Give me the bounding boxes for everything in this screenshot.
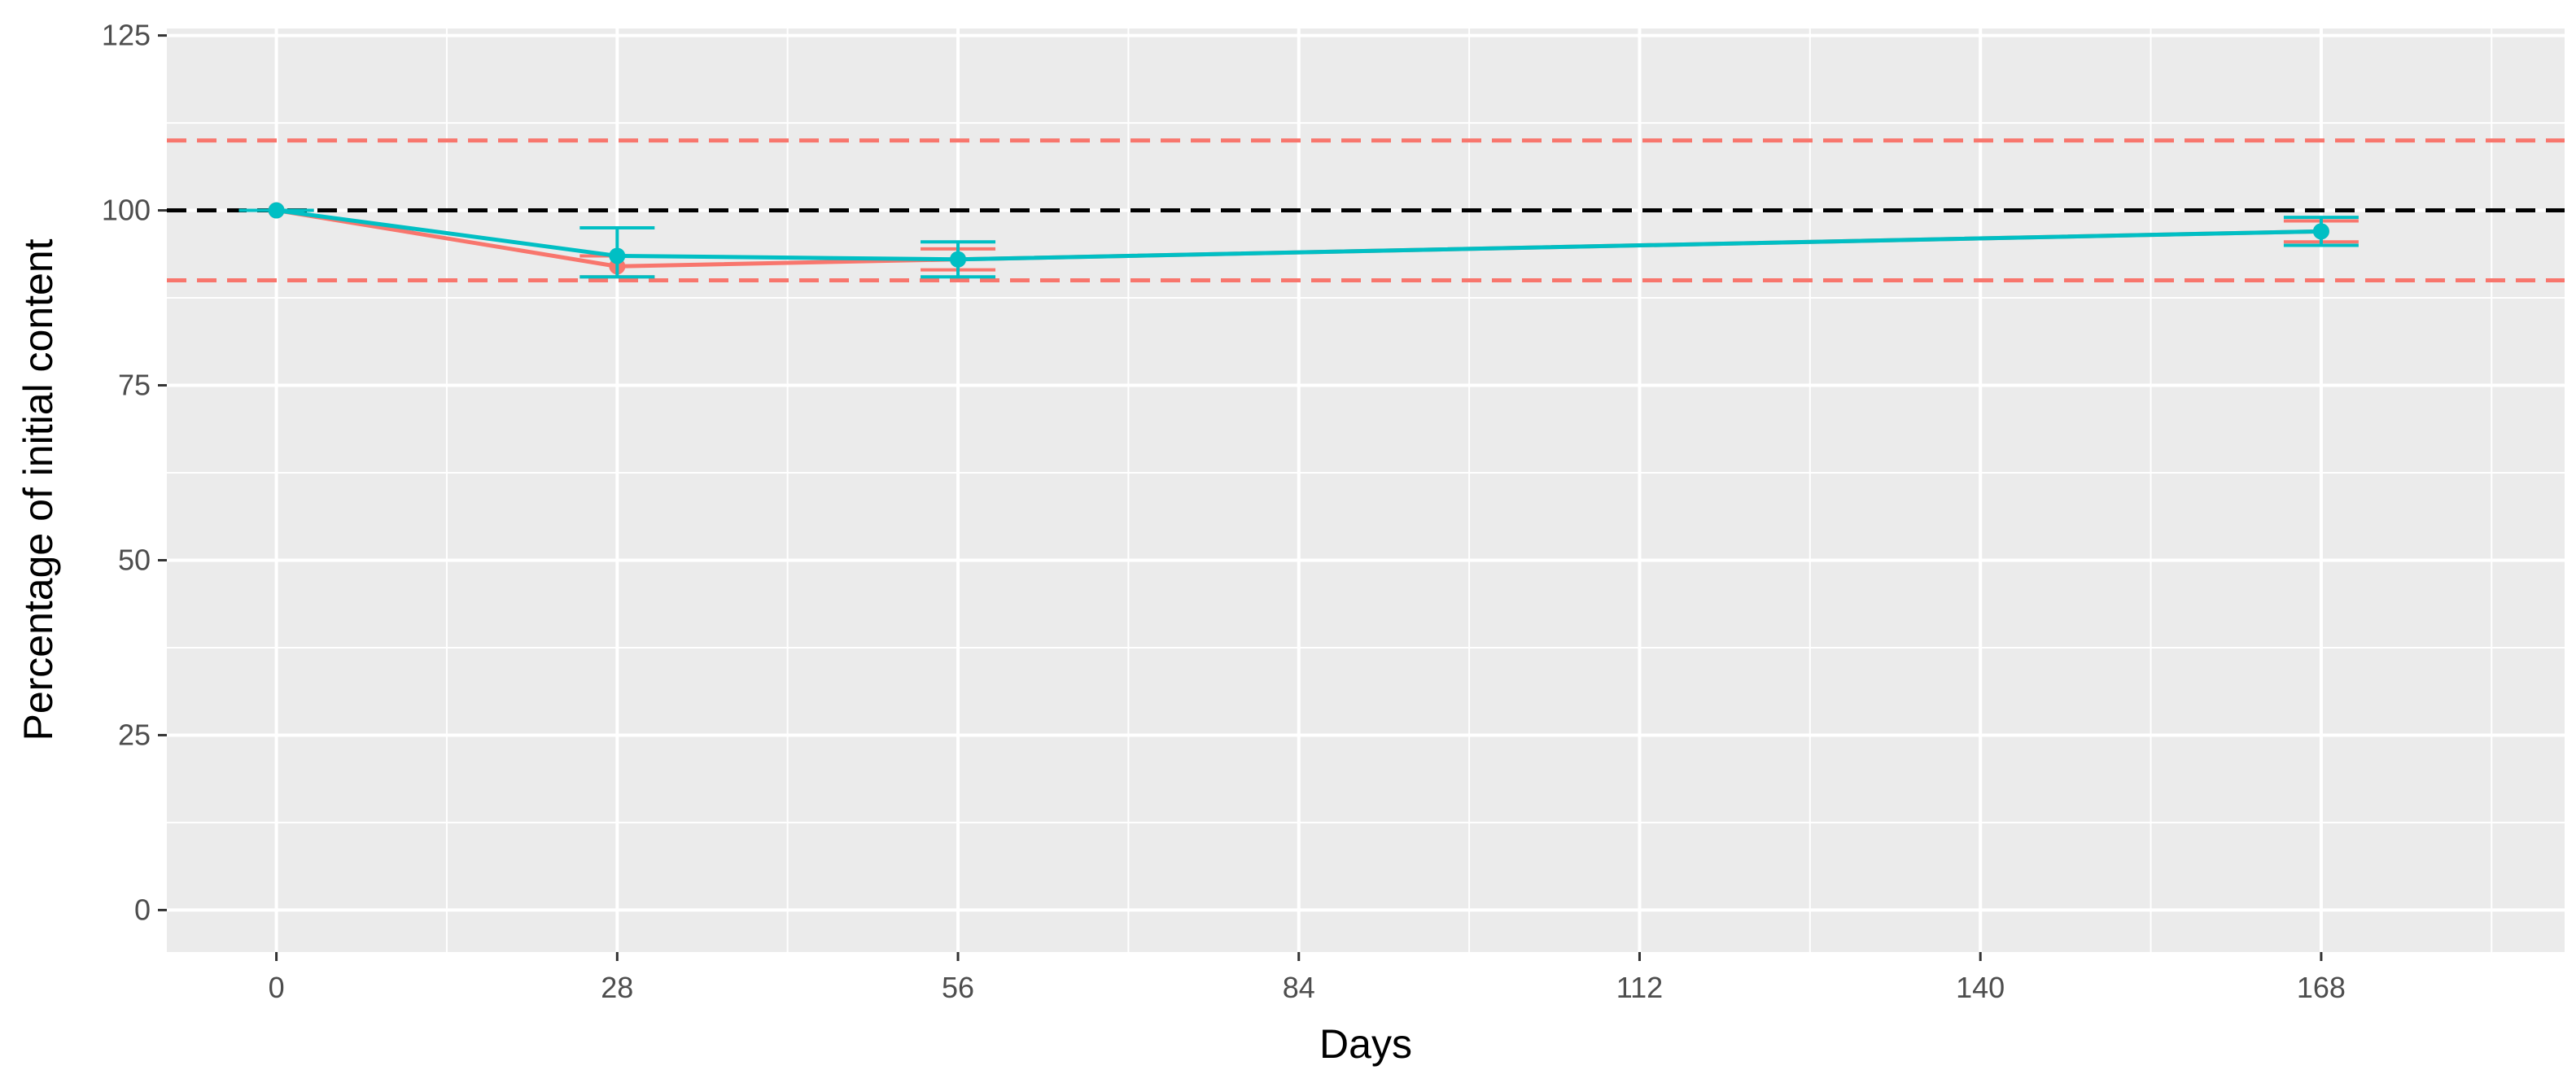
reference-lines [167,138,2565,283]
x-tick-label: 168 [2297,971,2346,1004]
y-tick-label: 75 [118,369,151,402]
x-tick-label: 56 [942,971,974,1004]
y-axis-title: Percentage of initial content [15,238,61,740]
y-tick-label: 50 [118,543,151,576]
x-tick-label: 84 [1283,971,1315,1004]
x-tick-label: 112 [1616,971,1663,1004]
data-point [609,247,626,264]
y-tick-label: 0 [134,893,151,926]
x-tick-label: 28 [601,971,633,1004]
x-tick-label: 0 [269,971,285,1004]
x-tick-label: 140 [1956,971,2005,1004]
x-axis-title: Days [1319,1021,1412,1067]
data-point [950,251,967,268]
y-tick-label: 25 [118,718,151,751]
plot-panel [167,28,2565,952]
y-tick-label: 125 [102,19,151,52]
data-point [2312,223,2329,240]
y-tick-label: 100 [102,194,151,227]
data-point [268,202,285,219]
series-line-2 [276,208,2321,262]
minor-gridlines [167,28,2565,952]
series-layer [238,202,2359,279]
y-axis: 0 25 50 75 100 125 [102,19,167,926]
x-axis: 0 28 56 84 112 140 168 [269,952,2346,1004]
